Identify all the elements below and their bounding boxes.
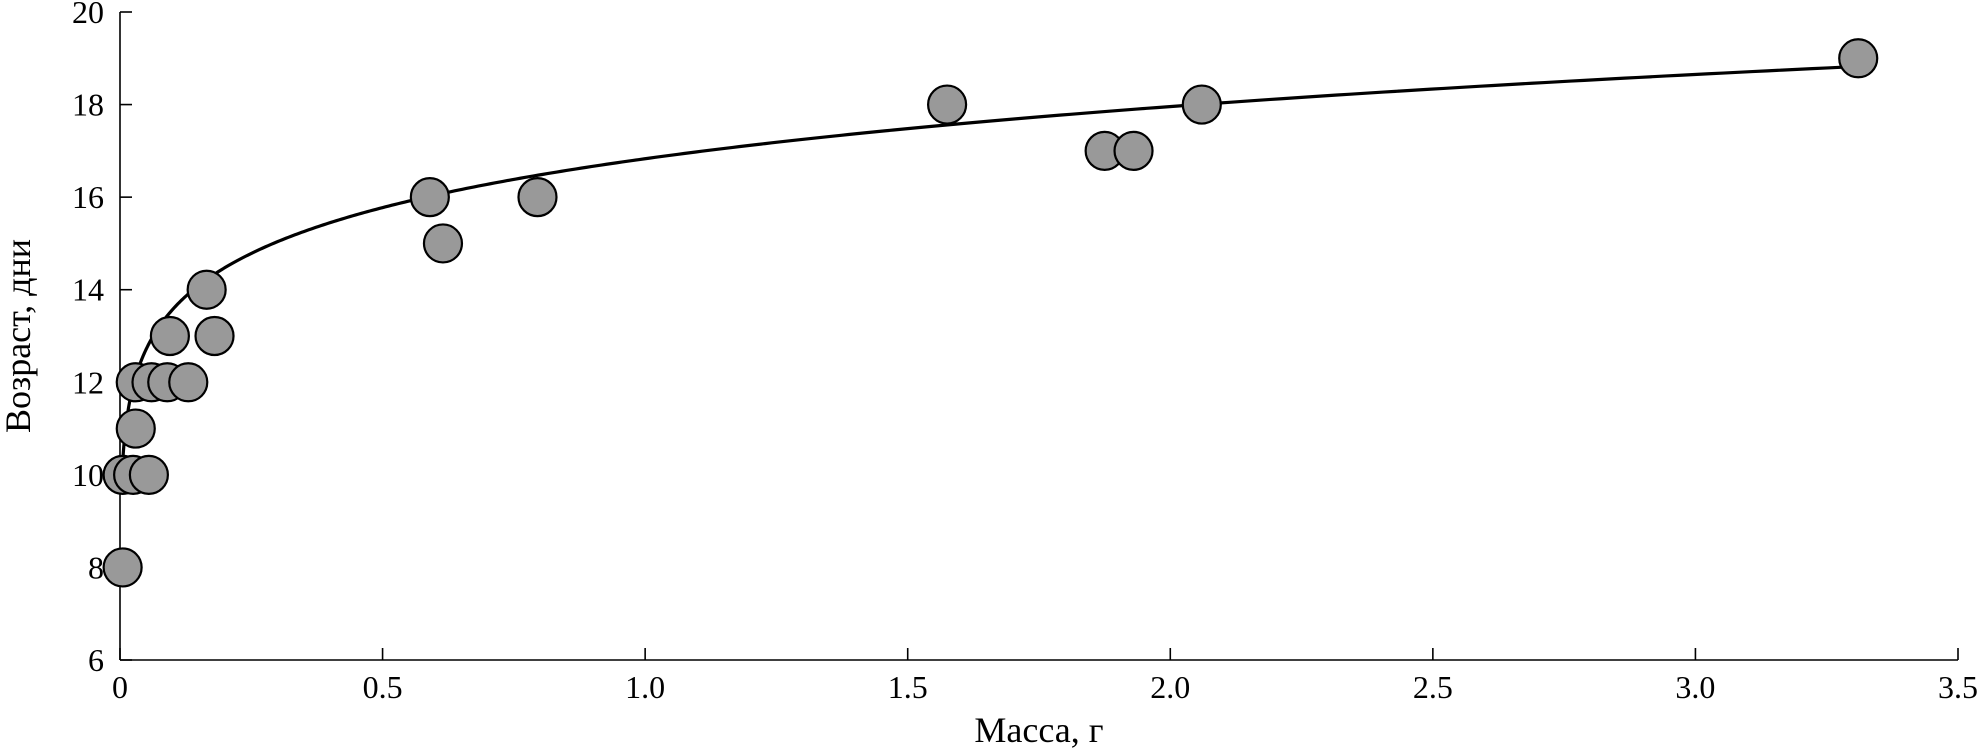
- data-point: [1181, 84, 1222, 125]
- x-tick-label: 0.5: [363, 669, 403, 705]
- data-point: [102, 547, 143, 588]
- data-point: [422, 223, 464, 264]
- x-tick-label: 2.5: [1413, 669, 1453, 705]
- y-axis-title: Возраст, дни: [0, 239, 38, 433]
- y-tick-label: 14: [72, 272, 104, 308]
- data-point: [517, 177, 558, 218]
- x-tick-label: 1.0: [625, 669, 665, 705]
- data-point: [149, 315, 190, 357]
- data-point: [168, 362, 209, 403]
- y-tick-label: 10: [72, 457, 104, 493]
- y-tick-label: 18: [72, 87, 104, 123]
- data-point: [1838, 38, 1879, 79]
- y-tick-label: 12: [72, 364, 104, 400]
- data-point: [128, 454, 169, 495]
- x-tick-label: 2.0: [1150, 669, 1190, 705]
- data-point: [1113, 130, 1154, 171]
- y-tick-label: 6: [88, 642, 104, 678]
- data-point: [115, 408, 156, 449]
- y-tick-label: 20: [72, 0, 104, 30]
- data-points: [102, 38, 1879, 588]
- fit-curve: [121, 64, 1859, 464]
- x-tick-label: 3.5: [1938, 669, 1978, 705]
- y-axis-ticks: 6 8 10 12 14 16 18 20: [72, 0, 132, 678]
- x-axis-title: Масса, г: [974, 710, 1103, 750]
- data-point: [409, 177, 450, 218]
- axes: [119, 12, 1958, 661]
- x-tick-label: 3.0: [1675, 669, 1715, 705]
- data-point: [194, 315, 235, 357]
- x-tick-label: 0: [112, 669, 128, 705]
- x-tick-label: 1.5: [888, 669, 928, 705]
- y-tick-label: 16: [72, 179, 104, 215]
- data-point: [186, 269, 227, 310]
- y-tick-label: 8: [88, 549, 104, 585]
- x-axis-ticks: 0 0.5 1.0 1.5 2.0 2.5 3.0 3.5: [112, 648, 1978, 705]
- data-point: [926, 84, 968, 125]
